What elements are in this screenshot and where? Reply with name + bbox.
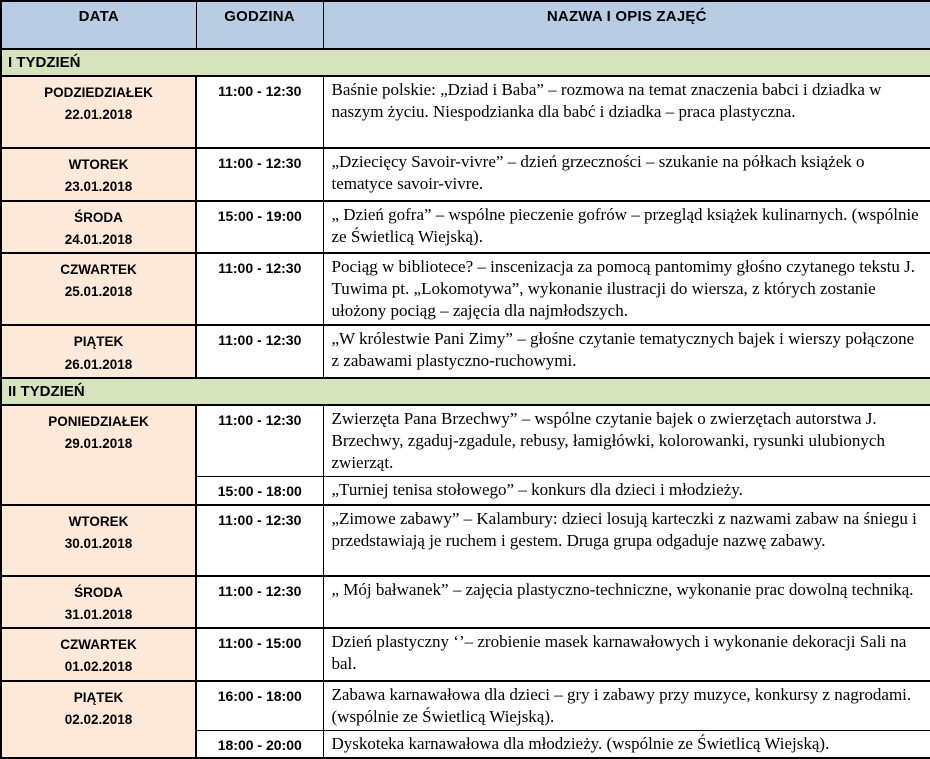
section-row-week2: II TYDZIEŃ: [0, 376, 930, 406]
date-cell: CZWARTEK 25.01.2018: [0, 252, 197, 327]
date-cell: PODZIEDZIAŁEK 22.01.2018: [0, 75, 197, 149]
day-name: PODZIEDZIAŁEK: [44, 85, 153, 100]
day-date: 01.02.2018: [64, 659, 133, 675]
table-row: PONIEDZIAŁEK 29.01.2018 11:00 - 12:30 Zw…: [0, 403, 930, 506]
table-row: CZWARTEK 01.02.2018 11:00 - 15:00 Dzień …: [0, 627, 930, 682]
section-row-week1: I TYDZIEŃ: [0, 48, 930, 77]
time-cell: 11:00 - 12:30: [195, 252, 324, 326]
day-name: PONIEDZIAŁEK: [48, 413, 149, 429]
description-cell: „ Dzień gofra” – wspólne pieczenie gofró…: [322, 199, 930, 254]
date-cell: WTOREK 23.01.2018: [0, 147, 197, 202]
table-row: PIĄTEK 26.01.2018 11:00 - 12:30 „W króle…: [0, 324, 930, 379]
day-name: CZWARTEK: [60, 262, 137, 278]
table-header-row: DATA GODZINA NAZWA I OPIS ZAJĘĆ: [0, 0, 930, 50]
description-cell: „Dziecięcy Savoir-vivre” – dzień grzeczn…: [322, 147, 930, 202]
date-cell: PONIEDZIAŁEK 29.01.2018: [0, 403, 197, 506]
time-cell: 11:00 - 12:30: [195, 574, 324, 629]
day-date: 29.01.2018: [64, 436, 133, 452]
description-cell: „Turniej tenisa stołowego” – konkurs dla…: [322, 476, 930, 506]
date-cell: ŚRODA 24.01.2018: [0, 199, 197, 255]
table-row: ŚRODA 31.01.2018 11:00 - 12:30 „ Mój bał…: [0, 574, 930, 630]
date-cell: CZWARTEK 01.02.2018: [0, 627, 197, 682]
time-cell: 11:00 - 12:30: [195, 324, 324, 379]
table-row: PIĄTEK 02.02.2018 16:00 - 18:00 Zabawa k…: [0, 679, 930, 759]
date-cell: ŚRODA 31.01.2018: [0, 574, 197, 630]
day-date: 24.01.2018: [64, 231, 133, 247]
description-cell: Zabawa karnawałowa dla dzieci – gry i za…: [322, 679, 930, 731]
time-cell: 11:00 - 12:30: [195, 503, 324, 577]
day-name: ŚRODA: [74, 209, 123, 225]
table-row: WTOREK 30.01.2018 11:00 - 12:30 „Zimowe …: [0, 503, 930, 577]
description-cell: Dyskoteka karnawałowa dla młodzieży. (ws…: [322, 729, 930, 759]
time-cell: 11:00 - 12:30: [195, 403, 324, 478]
date-cell: WTOREK 30.01.2018: [0, 503, 197, 577]
time-cell: 18:00 - 20:00: [195, 729, 324, 759]
description-cell: Dzień plastyczny ‘’– zrobienie masek kar…: [322, 627, 930, 682]
day-date: 02.02.2018: [64, 711, 133, 727]
description-cell: Zwierzęta Pana Brzechwy” – wspólne czyta…: [322, 403, 930, 478]
day-name: PIĄTEK: [73, 689, 124, 705]
day-date: 30.01.2018: [64, 535, 133, 551]
day-date: 31.01.2018: [64, 606, 133, 622]
description-cell: „W królestwie Pani Zimy” – głośne czytan…: [322, 324, 930, 379]
day-name: PIĄTEK: [73, 334, 124, 350]
day-date: 23.01.2018: [64, 179, 133, 195]
time-cell: 11:00 - 12:30: [195, 147, 324, 202]
table-row: PODZIEDZIAŁEK 22.01.2018 11:00 - 12:30 B…: [0, 75, 930, 149]
description-cell: „ Mój bałwanek” – zajęcia plastyczno-tec…: [322, 574, 930, 629]
day-date: 25.01.2018: [64, 284, 133, 300]
date-cell: PIĄTEK 26.01.2018: [0, 324, 197, 379]
date-cell: PIĄTEK 02.02.2018: [0, 679, 197, 759]
description-cell: „Zimowe zabawy” – Kalambury: dzieci losu…: [322, 503, 930, 577]
time-cell: 16:00 - 18:00: [195, 679, 324, 731]
day-name: WTOREK: [68, 157, 129, 172]
day-name: WTOREK: [68, 513, 129, 529]
description-cell: Baśnie polskie: „Dziad i Baba” – rozmowa…: [322, 75, 930, 149]
day-date: 26.01.2018: [64, 356, 133, 372]
day-name: ŚRODA: [74, 584, 123, 600]
time-cell: 15:00 - 19:00: [195, 199, 324, 254]
column-header-godzina: GODZINA: [195, 0, 324, 50]
day-name: CZWARTEK: [60, 637, 137, 653]
table-row: CZWARTEK 25.01.2018 11:00 - 12:30 Pociąg…: [0, 252, 930, 327]
table-row: ŚRODA 24.01.2018 15:00 - 19:00 „ Dzień g…: [0, 199, 930, 255]
time-cell: 11:00 - 12:30: [195, 75, 324, 149]
time-cell: 11:00 - 15:00: [195, 627, 324, 682]
day-date: 22.01.2018: [64, 107, 133, 123]
table-row: WTOREK 23.01.2018 11:00 - 12:30 „Dziecię…: [0, 147, 930, 202]
column-header-opis: NAZWA I OPIS ZAJĘĆ: [322, 0, 930, 50]
description-cell: Pociąg w bibliotece? – inscenizacja za p…: [322, 252, 930, 326]
column-header-data: DATA: [0, 0, 197, 50]
time-cell: 15:00 - 18:00: [195, 476, 324, 506]
section-label-week1: I TYDZIEŃ: [0, 48, 930, 77]
section-label-week2: II TYDZIEŃ: [0, 376, 930, 406]
